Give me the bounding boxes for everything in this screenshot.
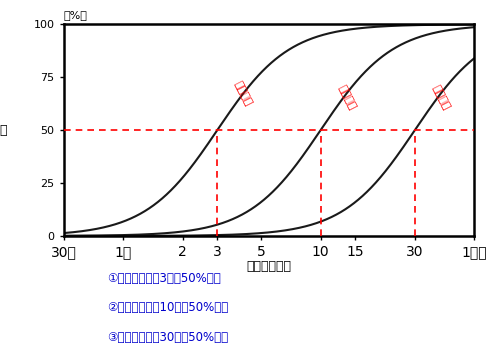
Text: ③多量出血後約30分で50%死亡: ③多量出血後約30分で50%死亡 [107, 331, 228, 344]
X-axis label: 【時間経過】: 【時間経過】 [246, 260, 291, 273]
Text: 呼吸停止: 呼吸停止 [336, 83, 356, 111]
Text: 心臓停止: 心臓停止 [232, 79, 253, 107]
Y-axis label: 【死亡率】: 【死亡率】 [0, 124, 8, 137]
Text: ②呼吸停止後約10分で50%死亡: ②呼吸停止後約10分で50%死亡 [107, 301, 228, 314]
Text: 多量出血: 多量出血 [429, 83, 450, 111]
Text: （%）: （%） [63, 10, 87, 20]
Text: ①心臓停止後約3分で50%死亡: ①心臓停止後約3分で50%死亡 [107, 272, 221, 285]
